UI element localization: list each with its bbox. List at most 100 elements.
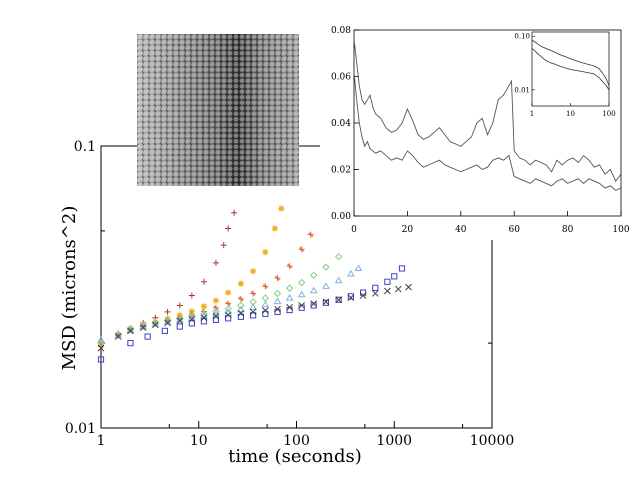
inset-line-lower: [353, 71, 622, 191]
inset-x-tick-label: 20: [402, 225, 414, 235]
inset-y-tick-label: 0.00: [331, 212, 351, 222]
sub-inset-ticks: [531, 35, 610, 106]
data-point: [212, 309, 220, 317]
time-series-inset: 0 20 40 60 80 1000.000.020.040.060.08 1 10 1000…: [320, 20, 630, 240]
inset-y-tick-label: 0.08: [331, 26, 351, 36]
data-point: [200, 318, 208, 325]
data-point: [225, 315, 232, 322]
x-tick-label: 1: [97, 433, 106, 449]
data-point: [297, 278, 306, 287]
data-point: [152, 321, 159, 329]
data-point: [225, 289, 232, 296]
data-point: [250, 312, 257, 319]
inset-series-lines: [353, 39, 622, 191]
inset-x-tick-label: 40: [455, 225, 467, 235]
sub-x-tick-label: 10: [566, 110, 575, 118]
inset-x-tick-label: 0: [351, 225, 357, 235]
sub-line-lower: [531, 47, 610, 91]
inset-y-tick-label: 0.02: [331, 166, 351, 176]
data-point: [212, 297, 219, 304]
x-axis-title: time (seconds): [228, 446, 362, 467]
data-point: [273, 289, 282, 298]
data-point: [176, 317, 184, 325]
data-point: [335, 296, 342, 303]
data-point: [212, 312, 220, 320]
data-point: [322, 263, 330, 271]
data-point: [322, 298, 330, 306]
data-point: [188, 292, 195, 299]
data-point: [359, 289, 367, 296]
inset-y-tick-label: 0.06: [331, 73, 351, 83]
data-point: [127, 340, 134, 347]
data-point: [237, 305, 245, 313]
data-point: [298, 246, 305, 253]
data-point: [286, 306, 293, 314]
data-point: [334, 252, 343, 261]
data-point: [347, 293, 354, 300]
sub-x-tick-label: 1: [530, 110, 534, 118]
series-plus: [98, 209, 238, 349]
x-tick-label: 10: [190, 433, 208, 449]
y-tick-label: 0.01: [65, 421, 96, 437]
data-point: [188, 308, 195, 315]
data-point: [405, 283, 412, 291]
data-point: [394, 285, 402, 293]
data-point: [200, 314, 208, 322]
inset-tick-labels: 0 20 40 60 80 100 0.00 0.02 0.04 0.06 0.08: [331, 26, 630, 235]
data-point: [249, 308, 257, 316]
data-point: [176, 323, 183, 330]
data-point: [310, 300, 318, 308]
data-point: [231, 209, 238, 216]
data-point: [176, 302, 183, 309]
series-star: [98, 205, 285, 347]
data-point: [237, 313, 245, 320]
data-point: [188, 315, 196, 323]
data-point: [114, 333, 122, 340]
data-point: [309, 286, 318, 294]
data-point: [398, 265, 406, 272]
data-point: [261, 294, 270, 302]
data-point: [220, 242, 227, 249]
data-point: [274, 305, 281, 313]
data-point: [262, 249, 269, 256]
data-point: [237, 310, 245, 317]
data-point: [371, 290, 379, 297]
data-point: [384, 278, 391, 285]
data-point: [139, 324, 147, 331]
data-point: [354, 264, 363, 272]
data-point: [285, 294, 294, 301]
data-point: [322, 299, 330, 306]
data-point: [97, 356, 105, 363]
data-point: [391, 273, 398, 280]
data-point: [250, 290, 257, 297]
data-point: [274, 275, 281, 282]
series-x: [97, 283, 412, 352]
sub-y-tick-label: 0.01: [514, 86, 530, 94]
x-tick-label: 1000: [376, 433, 412, 449]
data-point: [310, 271, 318, 279]
data-point: [286, 303, 293, 311]
data-point: [273, 297, 282, 305]
inset-x-tick-label: 100: [612, 225, 629, 235]
data-point: [212, 307, 220, 316]
data-point: [200, 278, 207, 285]
data-point: [335, 296, 343, 304]
main-tick-labels: 1 10 100 1000 10000 0.01 0.1: [65, 139, 514, 449]
sub-line-upper: [531, 39, 610, 86]
data-point: [262, 310, 269, 317]
data-point: [237, 295, 244, 302]
data-point: [127, 327, 134, 335]
data-point: [249, 303, 258, 310]
series-diamond: [97, 252, 343, 347]
data-point: [224, 311, 232, 319]
data-point: [97, 344, 105, 352]
microscopy-image: [137, 34, 299, 186]
data-point: [144, 333, 151, 340]
data-point: [347, 269, 355, 277]
data-point: [261, 300, 270, 308]
inset-y-tick-label: 0.04: [331, 119, 351, 129]
data-point: [261, 307, 269, 314]
data-point: [212, 259, 219, 266]
inset-x-tick-label: 80: [562, 225, 574, 235]
data-point: [98, 340, 104, 347]
